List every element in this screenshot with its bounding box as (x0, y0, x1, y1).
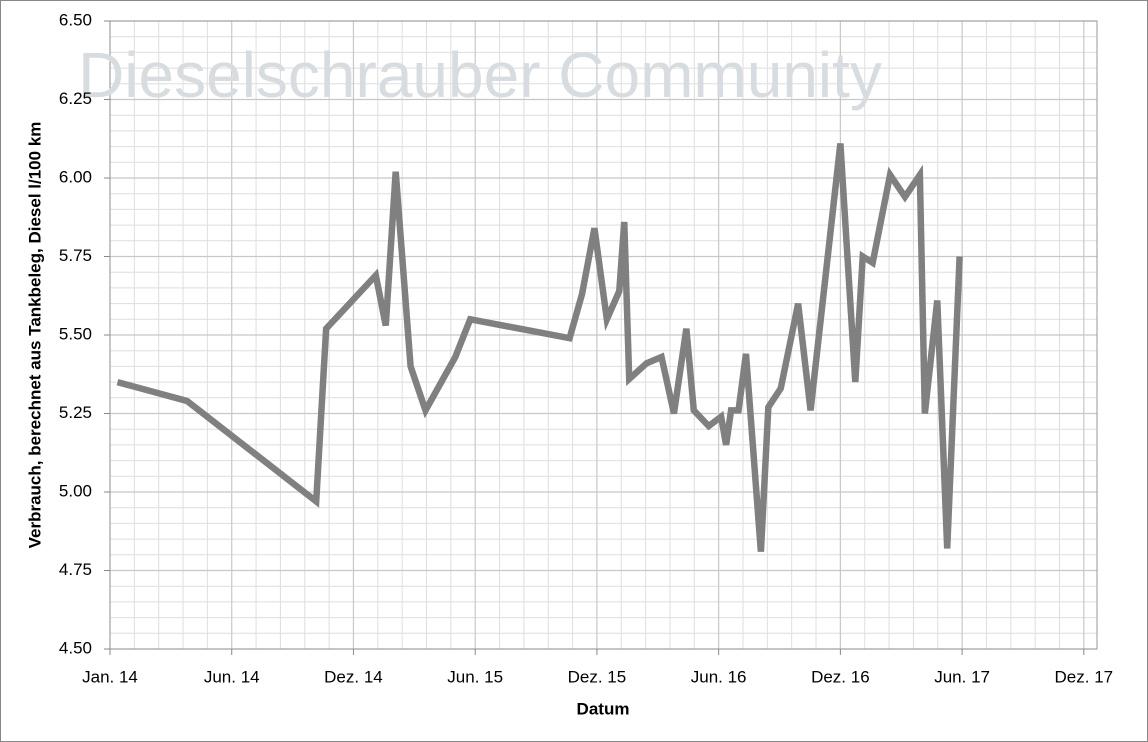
data-line (116, 143, 963, 552)
y-tick-label: 5.25 (59, 403, 92, 422)
y-tick-label: 4.75 (59, 560, 92, 579)
y-tick-label: 5.75 (59, 246, 92, 265)
x-tick-label: Jun. 14 (204, 667, 260, 686)
y-tick-label: 4.50 (59, 638, 92, 657)
x-tick-label: Jun. 17 (934, 667, 990, 686)
x-tick-label: Dez. 17 (1055, 667, 1114, 686)
x-tick-label: Dez. 15 (568, 667, 627, 686)
x-tick-label: Jun. 15 (447, 667, 503, 686)
y-tick-label: 6.25 (59, 89, 92, 108)
x-tick-label: Dez. 14 (324, 667, 383, 686)
x-tick-label: Jun. 16 (691, 667, 747, 686)
y-tick-label: 6.50 (59, 10, 92, 29)
y-axis-label: Verbrauch, berechnet aus Tankbeleg, Dies… (25, 122, 44, 549)
y-tick-label: 6.00 (59, 167, 92, 186)
y-tick-label: 5.00 (59, 481, 92, 500)
y-tick-label: 5.50 (59, 324, 92, 343)
x-axis-label: Datum (577, 699, 630, 718)
x-tick-label: Dez. 16 (811, 667, 870, 686)
watermark: Dieselschrauber Community (78, 39, 882, 111)
x-tick-label: Jan. 14 (82, 667, 138, 686)
